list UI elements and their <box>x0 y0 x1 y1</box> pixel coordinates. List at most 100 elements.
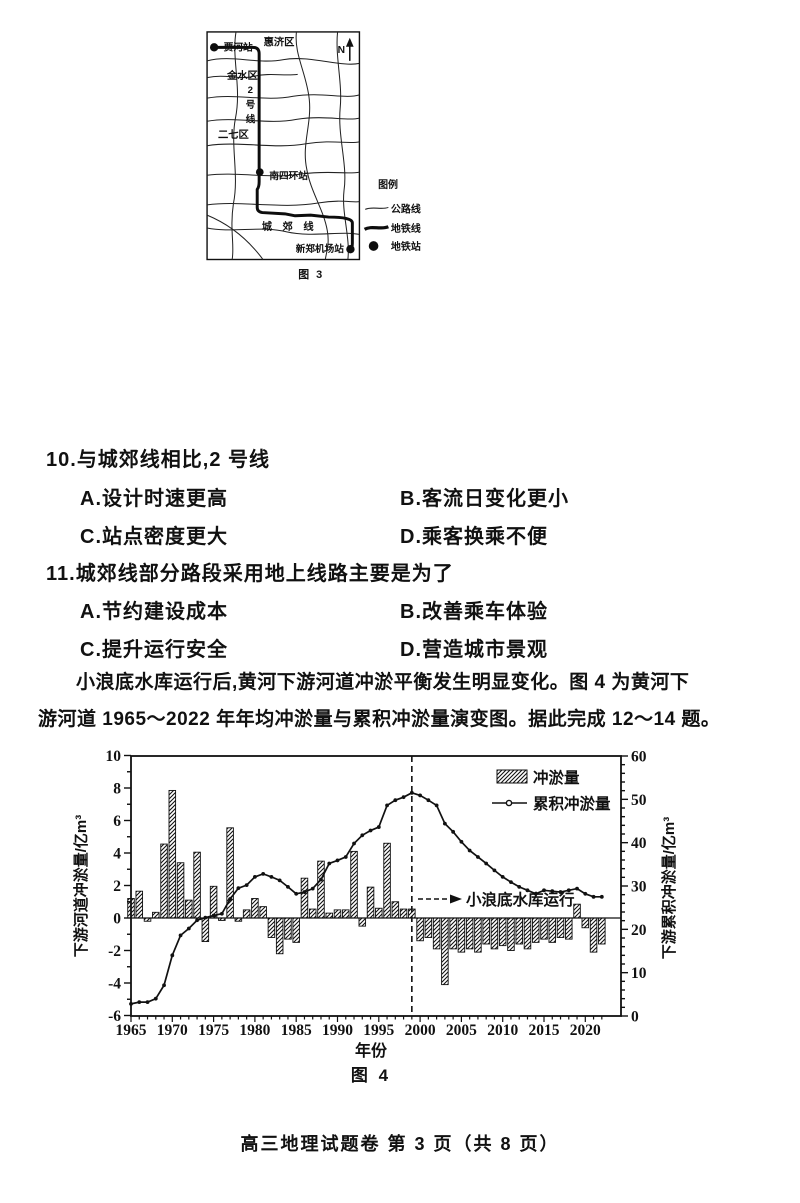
north-arrow-icon: N <box>338 37 354 61</box>
line-marker <box>178 933 183 938</box>
chart-plot-area: -6 -4 -2 0 2 4 6 8 10 0 10 20 30 40 50 60 1965 1970 1975 19… <box>106 748 647 1039</box>
line-marker <box>219 911 224 916</box>
chart-legend-line-label: 累积冲淤量 <box>533 794 611 813</box>
line-marker <box>459 839 464 844</box>
bar-2017 <box>556 917 565 938</box>
line-marker <box>376 825 381 829</box>
line-marker <box>542 888 546 893</box>
x-tick-label: 2010 <box>487 1022 518 1039</box>
bar-1989 <box>325 912 333 919</box>
x-axis-title: 年份 <box>355 1041 388 1060</box>
annotation-text: 小浪底水库运行 <box>466 890 575 909</box>
passage-line-2: 游河道 1965～2022 年年均冲淤量与累积冲淤量演变图。据此完成 12～14… <box>38 709 721 730</box>
x-tick-label: 1985 <box>281 1022 312 1039</box>
line-marker <box>253 875 257 879</box>
bar-2022 <box>598 917 606 945</box>
annotation-arrow-head <box>450 894 462 904</box>
line-marker <box>442 821 447 826</box>
line-marker <box>409 790 414 795</box>
bar-2021 <box>589 917 598 953</box>
bar-2019 <box>573 903 581 919</box>
right-tick-label: 30 <box>631 879 647 896</box>
left-tick-label: 6 <box>113 813 121 830</box>
option-text: 站点密度更大 <box>102 526 228 548</box>
bar-1971 <box>176 862 185 919</box>
line-marker <box>310 886 315 891</box>
bar-2016 <box>548 917 557 943</box>
map-legend-station-label: 地铁站 <box>391 240 421 253</box>
line-marker <box>492 868 497 873</box>
bar-2013 <box>523 917 532 950</box>
line-marker <box>294 891 299 896</box>
bar-1975 <box>209 885 218 919</box>
figure3-metro-map: 贾河站 惠济区 金水区 2 号 线 二七区 南四环站 城 郊 线 新郑机场站 N… <box>206 31 421 281</box>
bar-2009 <box>490 917 499 950</box>
bar-1983 <box>275 917 284 955</box>
page-footer: 高三地理试题卷 第 3 页（共 8 页） <box>240 1134 560 1154</box>
bar-2015 <box>540 917 548 940</box>
line-marker <box>368 828 373 833</box>
line-marker <box>236 886 241 891</box>
question-11-stem: 11.城郊线部分路段采用地上线路主要是为了 <box>46 557 454 586</box>
line-marker <box>343 855 348 859</box>
station-dot-jiahe <box>209 43 219 52</box>
figure3-caption: 图 3 <box>298 268 324 281</box>
option-label: A. <box>80 601 102 623</box>
line-marker <box>269 875 274 879</box>
right-tick-label: 10 <box>631 965 647 982</box>
legend-bar-swatch <box>496 769 528 784</box>
bar-2018 <box>565 917 573 940</box>
line-marker <box>319 877 323 882</box>
event-annotation: 小浪底水库运行 <box>418 890 575 909</box>
bar-1991 <box>342 909 350 919</box>
legend-road-swatch <box>365 206 389 210</box>
bar-1997 <box>391 901 400 919</box>
right-tick-label: 0 <box>631 1009 639 1026</box>
option-text: 乘客换乘不便 <box>422 526 548 548</box>
line-marker <box>145 1000 150 1005</box>
line-marker <box>517 884 522 889</box>
bar-1973 <box>193 851 201 919</box>
question-10-option-a: A.设计时速更高 <box>80 482 228 511</box>
map-legend-title: 图例 <box>378 178 398 191</box>
line-marker <box>186 926 191 931</box>
x-tick-label: 1990 <box>322 1022 353 1039</box>
bar-1970 <box>168 789 177 919</box>
line-marker <box>550 889 555 894</box>
line-marker <box>467 848 472 853</box>
option-text: 客流日变化更小 <box>422 488 569 510</box>
bar-2006 <box>465 917 474 950</box>
bar-2011 <box>507 917 515 951</box>
bar-2004 <box>449 917 457 950</box>
label-line-suburban: 城 郊 线 <box>262 220 318 233</box>
question-10-number: 10. <box>46 449 77 471</box>
line-marker <box>418 793 422 798</box>
bar-1979 <box>242 909 251 919</box>
line-marker <box>277 878 282 883</box>
label-station-xinzheng-airport: 新郑机场站 <box>296 243 344 255</box>
right-axis-title: 下游累积冲淤量/亿m³ <box>660 817 678 960</box>
bar-2005 <box>457 917 466 953</box>
line-marker <box>591 894 596 899</box>
x-tick-label: 2020 <box>570 1022 601 1039</box>
line-marker <box>195 918 199 923</box>
x-tick-label: 2005 <box>446 1022 477 1039</box>
option-label: C. <box>80 639 102 661</box>
line-marker <box>533 891 538 896</box>
right-tick-label: 60 <box>631 749 647 766</box>
option-text: 提升运行安全 <box>102 639 228 661</box>
map-legend: 图例 公路线 地铁线 地铁站 <box>363 178 421 253</box>
legend-station-swatch <box>368 241 379 251</box>
option-label: B. <box>400 601 422 623</box>
bar-2020 <box>581 917 590 929</box>
x-tick-label: 2000 <box>405 1022 436 1039</box>
left-tick-label: -2 <box>108 943 121 960</box>
left-tick-label: 0 <box>113 911 121 928</box>
x-tick-label: 1970 <box>157 1022 188 1039</box>
bar-1995 <box>375 907 383 919</box>
question-10-option-d: D.乘客换乘不便 <box>400 520 548 549</box>
line-marker <box>385 803 389 808</box>
question-11-option-a: A.节约建设成本 <box>80 595 228 624</box>
legend-line-marker <box>505 799 513 807</box>
left-tick-label: -6 <box>108 1008 121 1025</box>
